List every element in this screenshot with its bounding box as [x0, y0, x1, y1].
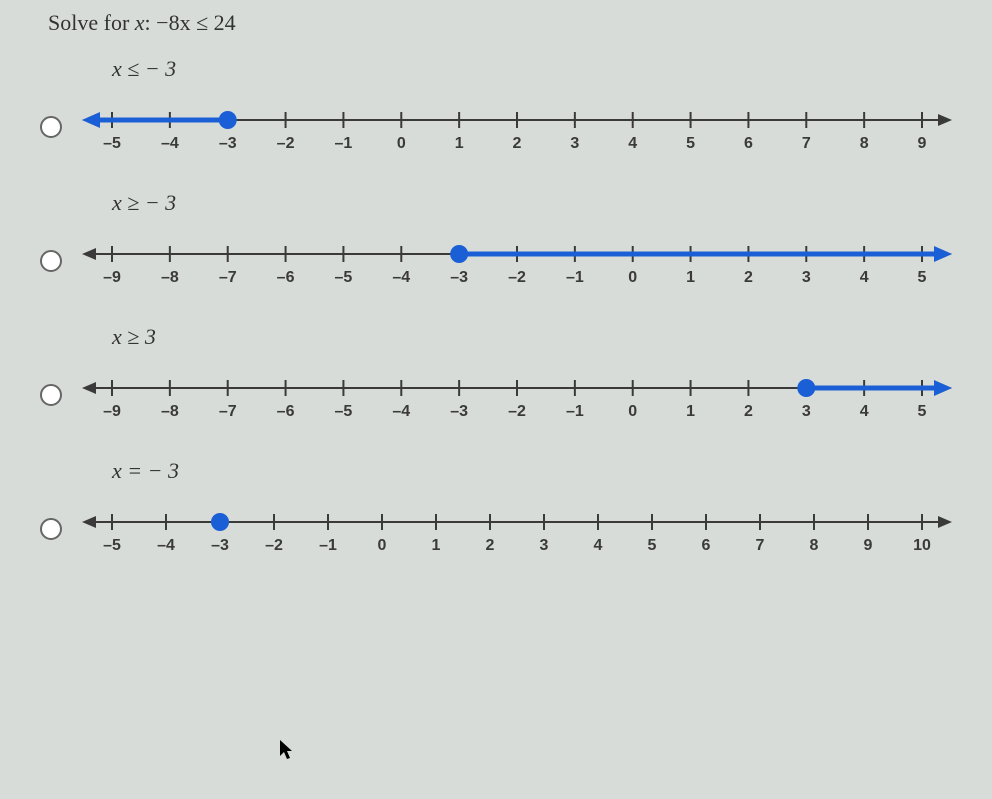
- tick-label: –3: [219, 135, 237, 152]
- tick-label: 5: [918, 403, 927, 420]
- tick-label: 0: [628, 269, 637, 286]
- tick-label: 4: [594, 537, 603, 554]
- tick-label: 1: [686, 403, 695, 420]
- option-content: x ≥ 3 –9 –8 –7 –6 –5 –4 –3 –2 –1 0 1 2 3 4 5: [82, 324, 972, 428]
- tick-label: 3: [802, 403, 811, 420]
- worksheet-page: Solve for x: −8x ≤ 24 x ≤ − 3 –5 –4 –3 –2 –1 0…: [0, 0, 992, 612]
- tick-label: –4: [157, 537, 175, 554]
- tick-label: –1: [335, 135, 353, 152]
- tick-label: 8: [860, 135, 869, 152]
- radio-button[interactable]: [40, 384, 62, 406]
- tick-label: –8: [161, 403, 179, 420]
- tick-label: –6: [277, 403, 295, 420]
- option-label: x = − 3: [112, 458, 972, 484]
- tick-label: 1: [455, 135, 464, 152]
- answer-option[interactable]: x = − 3 –5 –4 –3 –2 –1 0 1 2 3 4 5 6 7 8 9 10: [40, 458, 972, 562]
- cursor-icon: [280, 740, 296, 766]
- tick-label: 3: [540, 537, 549, 554]
- option-content: x = − 3 –5 –4 –3 –2 –1 0 1 2 3 4 5 6 7 8 9 10: [82, 458, 972, 562]
- tick-label: –9: [103, 269, 121, 286]
- tick-label: –5: [335, 403, 353, 420]
- tick-label: 2: [744, 403, 753, 420]
- tick-label: 5: [686, 135, 695, 152]
- tick-label: 6: [702, 537, 711, 554]
- option-content: x ≤ − 3 –5 –4 –3 –2 –1 0 1 2 3 4 5 6 7 8 9: [82, 56, 972, 160]
- options-container: x ≤ − 3 –5 –4 –3 –2 –1 0 1 2 3 4 5 6 7 8 9 x ≥ − 3 –9 –8 –7…: [40, 56, 972, 562]
- radio-button[interactable]: [40, 116, 62, 138]
- question-text: Solve for x: −8x ≤ 24: [48, 10, 972, 36]
- tick-label: –3: [450, 403, 468, 420]
- tick-label: –4: [392, 403, 410, 420]
- answer-option[interactable]: x ≥ 3 –9 –8 –7 –6 –5 –4 –3 –2 –1 0 1 2 3 4 5: [40, 324, 972, 428]
- tick-label: 2: [744, 269, 753, 286]
- tick-label: –4: [392, 269, 410, 286]
- question-prefix: Solve for: [48, 10, 135, 35]
- tick-label: –3: [211, 537, 229, 554]
- tick-label: –9: [103, 403, 121, 420]
- tick-label: 9: [918, 135, 927, 152]
- tick-label: –4: [161, 135, 179, 152]
- tick-label: –2: [508, 269, 526, 286]
- tick-label: –1: [566, 269, 584, 286]
- tick-label: –7: [219, 403, 237, 420]
- tick-label: 7: [756, 537, 765, 554]
- tick-label: –1: [566, 403, 584, 420]
- question-sep: :: [145, 10, 157, 35]
- tick-label: –5: [335, 269, 353, 286]
- tick-label: 10: [913, 537, 931, 554]
- option-label: x ≥ − 3: [112, 190, 972, 216]
- tick-label: –2: [265, 537, 283, 554]
- tick-label: 3: [802, 269, 811, 286]
- tick-label: 2: [486, 537, 495, 554]
- tick-label: 4: [860, 269, 869, 286]
- tick-label: –3: [450, 269, 468, 286]
- question-var: x: [135, 10, 145, 35]
- tick-label: 2: [513, 135, 522, 152]
- tick-label: –8: [161, 269, 179, 286]
- tick-label: 9: [864, 537, 873, 554]
- tick-label: 0: [378, 537, 387, 554]
- option-label: x ≤ − 3: [112, 56, 972, 82]
- tick-label: 0: [628, 403, 637, 420]
- option-content: x ≥ − 3 –9 –8 –7 –6 –5 –4 –3 –2 –1 0 1 2 3 4 5: [82, 190, 972, 294]
- tick-label: 0: [397, 135, 406, 152]
- tick-label: 6: [744, 135, 753, 152]
- question-expr: −8x ≤ 24: [156, 10, 235, 35]
- tick-label: 1: [432, 537, 441, 554]
- numberline: –9 –8 –7 –6 –5 –4 –3 –2 –1 0 1 2 3 4 5: [82, 368, 952, 428]
- numberline: –9 –8 –7 –6 –5 –4 –3 –2 –1 0 1 2 3 4 5: [82, 234, 952, 294]
- tick-label: –2: [277, 135, 295, 152]
- tick-label: 5: [648, 537, 657, 554]
- numberline: –5 –4 –3 –2 –1 0 1 2 3 4 5 6 7 8 9: [82, 100, 952, 160]
- answer-option[interactable]: x ≤ − 3 –5 –4 –3 –2 –1 0 1 2 3 4 5 6 7 8 9: [40, 56, 972, 160]
- tick-label: –5: [103, 537, 121, 554]
- numberline: –5 –4 –3 –2 –1 0 1 2 3 4 5 6 7 8 9 10: [82, 502, 952, 562]
- answer-option[interactable]: x ≥ − 3 –9 –8 –7 –6 –5 –4 –3 –2 –1 0 1 2 3 4 5: [40, 190, 972, 294]
- tick-label: –5: [103, 135, 121, 152]
- tick-label: –7: [219, 269, 237, 286]
- radio-button[interactable]: [40, 250, 62, 272]
- tick-label: 4: [860, 403, 869, 420]
- tick-label: 7: [802, 135, 811, 152]
- tick-label: –2: [508, 403, 526, 420]
- tick-label: –6: [277, 269, 295, 286]
- tick-label: 4: [628, 135, 637, 152]
- option-label: x ≥ 3: [112, 324, 972, 350]
- tick-label: 5: [918, 269, 927, 286]
- radio-button[interactable]: [40, 518, 62, 540]
- tick-label: 1: [686, 269, 695, 286]
- tick-label: –1: [319, 537, 337, 554]
- tick-label: 8: [810, 537, 819, 554]
- tick-label: 3: [570, 135, 579, 152]
